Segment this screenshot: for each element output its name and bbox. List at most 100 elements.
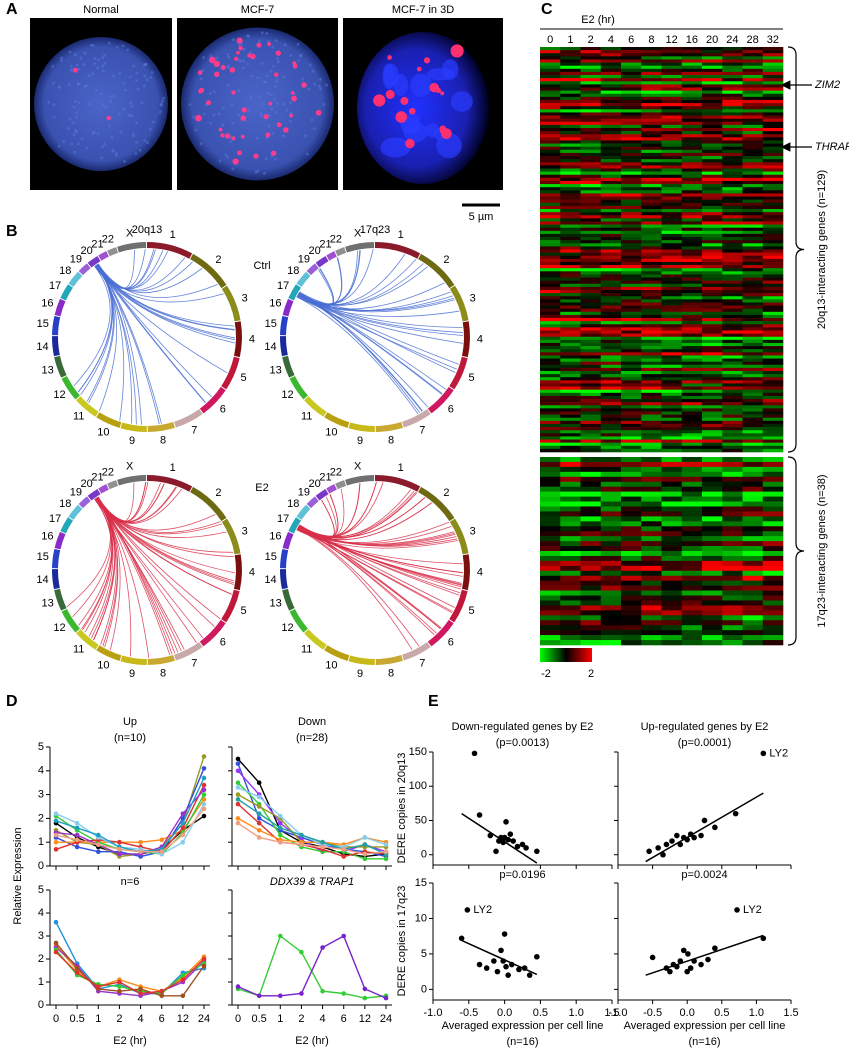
data-point — [674, 963, 680, 970]
heatmap-cell — [661, 551, 683, 557]
point-label: LY2 — [769, 747, 788, 759]
nucleus — [34, 37, 168, 171]
series-line — [237, 758, 387, 858]
heatmap-cell — [560, 180, 581, 185]
heatmap-cell — [661, 600, 683, 606]
fish-spot — [423, 57, 431, 64]
heatmap-cell — [681, 308, 703, 313]
heatmap-cell — [661, 640, 683, 646]
heatmap-cell — [722, 439, 743, 443]
heatmap-cell — [621, 570, 642, 577]
texture — [142, 63, 146, 67]
heatmap-cell — [641, 118, 662, 123]
heatmap-cell — [580, 349, 602, 353]
heatmap-cell — [681, 439, 703, 443]
texture — [135, 71, 139, 75]
heatmap-cell — [661, 355, 683, 359]
heatmap-cell — [762, 156, 784, 160]
heatmap-cell — [641, 246, 662, 250]
chromosome-segment — [76, 396, 99, 417]
fish-spot — [400, 96, 409, 105]
heatmap-cell — [540, 75, 561, 79]
chromosome-label: 22 — [102, 233, 114, 245]
data-point — [256, 780, 262, 785]
heatmap-cell — [540, 392, 561, 397]
heatmap-cell — [661, 436, 683, 440]
data-point — [256, 993, 262, 999]
heatmap-cell — [681, 423, 703, 428]
data-point — [256, 816, 262, 821]
heatmap-cell — [762, 600, 784, 606]
data-point — [464, 907, 471, 913]
heatmap-cell — [641, 261, 662, 266]
heatmap-cell — [722, 174, 743, 179]
chromosome-segment — [199, 386, 226, 414]
heatmap-cell — [661, 103, 683, 107]
heatmap-cell — [560, 81, 581, 85]
data-point — [677, 958, 684, 964]
texture — [296, 42, 300, 46]
heatmap-cell — [702, 96, 723, 101]
heatmap-cell — [702, 466, 723, 473]
chromosome-segment — [221, 518, 241, 555]
heatmap-cell — [540, 165, 561, 169]
heatmap-cell — [560, 352, 581, 356]
texture — [111, 94, 115, 98]
texture — [101, 64, 105, 68]
heatmap-cell — [600, 358, 622, 362]
heatmap-cell — [762, 246, 784, 250]
interaction-link — [296, 296, 458, 370]
heatmap-cell — [762, 521, 784, 527]
data-point — [201, 792, 207, 797]
heatmap-cell — [661, 411, 683, 415]
heatmap-cell — [722, 255, 743, 260]
fish-spot — [429, 82, 439, 93]
heatmap-cell — [702, 75, 723, 79]
heatmap-cell — [702, 299, 723, 303]
heatmap-cell — [540, 252, 561, 257]
heatmap-cell — [681, 93, 703, 98]
heatmap-cell — [702, 506, 723, 512]
heatmap-cell — [600, 299, 622, 303]
texture — [148, 127, 152, 131]
heatmap-cell — [722, 246, 743, 250]
heatmap-cell — [560, 277, 581, 281]
x-tick-label: 1.0 — [569, 1007, 584, 1019]
heatmap-cell — [702, 374, 723, 378]
heatmap-cell — [580, 205, 602, 210]
heatmap-cell — [621, 224, 642, 228]
heatmap-cell — [621, 486, 642, 492]
heatmap-cell — [600, 249, 622, 253]
heatmap-cell — [681, 56, 703, 60]
heatmap-cell — [560, 560, 581, 567]
data-point — [53, 839, 59, 845]
heatmap-cell — [742, 580, 764, 586]
chromosome-segment — [282, 355, 295, 378]
heatmap-cell — [661, 118, 683, 123]
heatmap-cell — [600, 277, 622, 281]
texture — [94, 88, 98, 92]
heatmap-cell — [580, 218, 602, 222]
heatmap-cell — [600, 321, 622, 325]
chromosome-segment — [374, 475, 421, 492]
data-point — [494, 968, 501, 975]
heatmap-cell — [540, 541, 561, 547]
heatmap-cell — [661, 174, 683, 179]
heatmap-cell — [742, 511, 764, 517]
heatmap-cell — [722, 414, 743, 419]
heatmap-cell — [641, 249, 662, 253]
time-label: 12 — [666, 34, 678, 46]
heatmap-cell — [742, 541, 764, 547]
heatmap-cell — [641, 575, 662, 581]
heatmap-cell — [762, 615, 784, 621]
heatmap-cell — [681, 327, 703, 331]
heatmap-cell — [681, 427, 703, 431]
heatmap-cell — [762, 174, 784, 179]
heatmap-cell — [560, 202, 581, 207]
heatmap-cell — [641, 87, 662, 91]
heatmap-cell — [762, 318, 784, 322]
heatmap-cell — [681, 481, 703, 487]
data-point — [299, 949, 304, 955]
heatmap-cell — [681, 237, 703, 241]
heatmap-cell — [540, 56, 561, 60]
